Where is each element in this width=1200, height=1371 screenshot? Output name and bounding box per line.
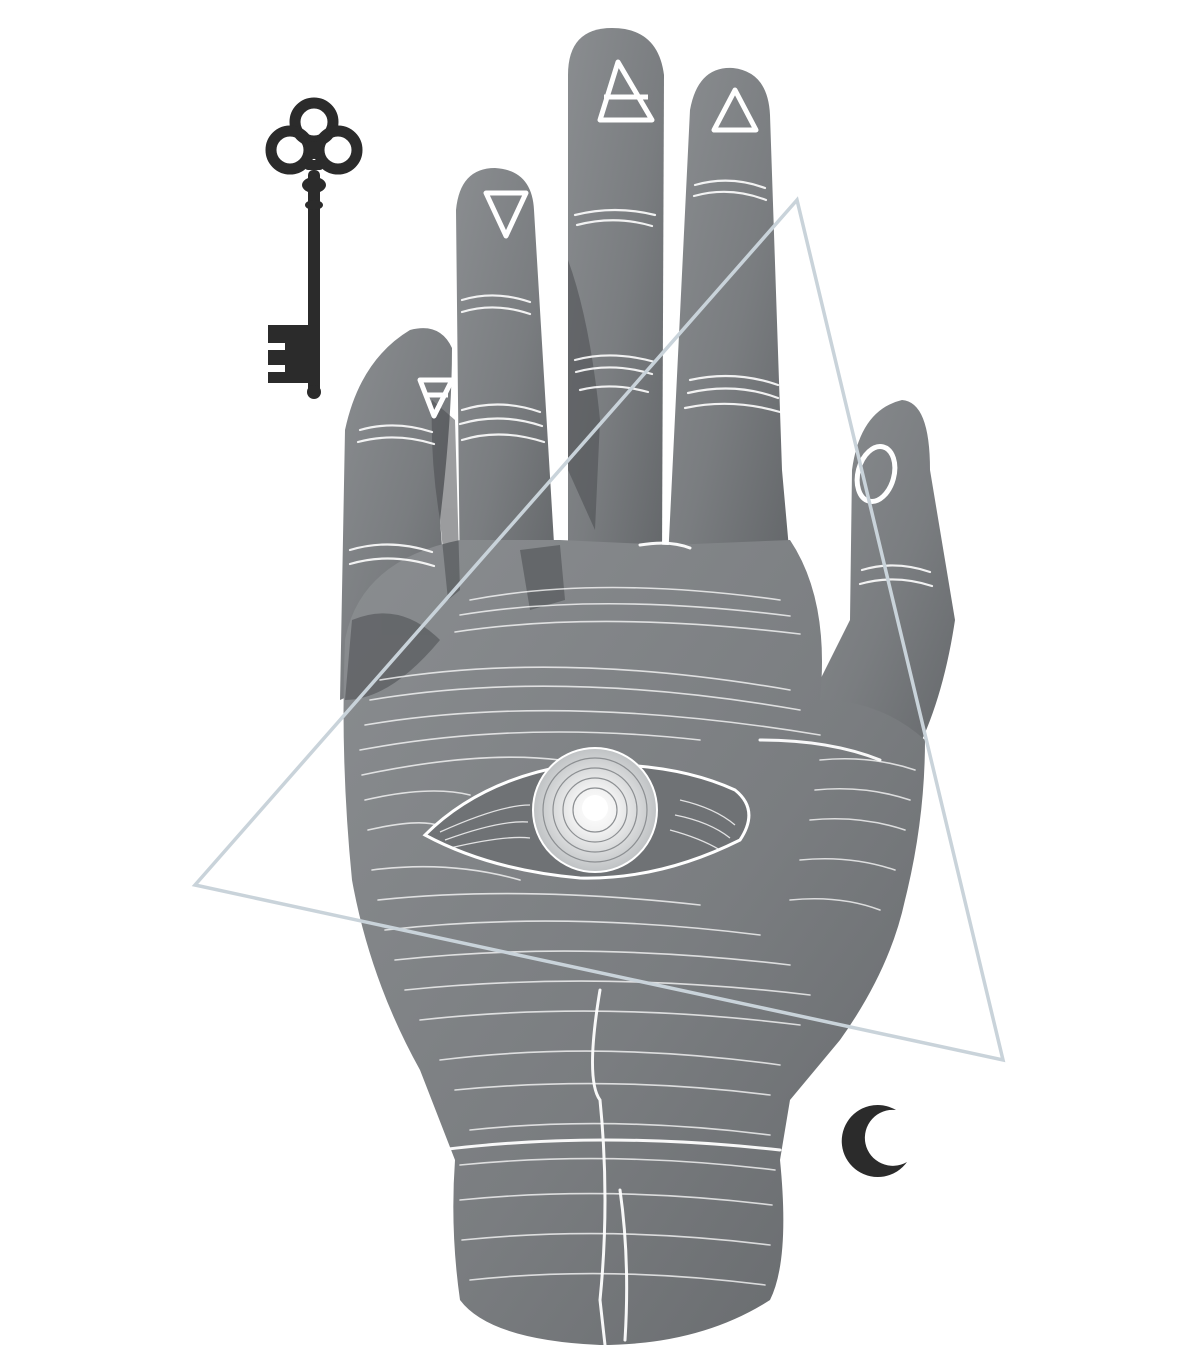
iris-rings bbox=[542, 757, 648, 863]
engraving-lines bbox=[348, 179, 934, 1347]
eye-icon bbox=[422, 747, 751, 880]
pupil-highlight bbox=[582, 795, 608, 821]
crescent-moon-icon bbox=[841, 1105, 907, 1178]
fire-symbol-icon bbox=[711, 87, 759, 133]
earth-symbol-icon bbox=[417, 377, 455, 419]
index-finger bbox=[456, 168, 555, 590]
air-symbol-icon bbox=[597, 59, 655, 123]
water-symbol-icon bbox=[483, 190, 529, 239]
eye-hatching bbox=[439, 799, 736, 851]
triangle-icon bbox=[191, 196, 1006, 1063]
skeleton-key-icon bbox=[265, 97, 363, 399]
thumb bbox=[800, 400, 955, 780]
fingertip-glyphs bbox=[417, 59, 898, 504]
ring-finger bbox=[668, 67, 790, 561]
